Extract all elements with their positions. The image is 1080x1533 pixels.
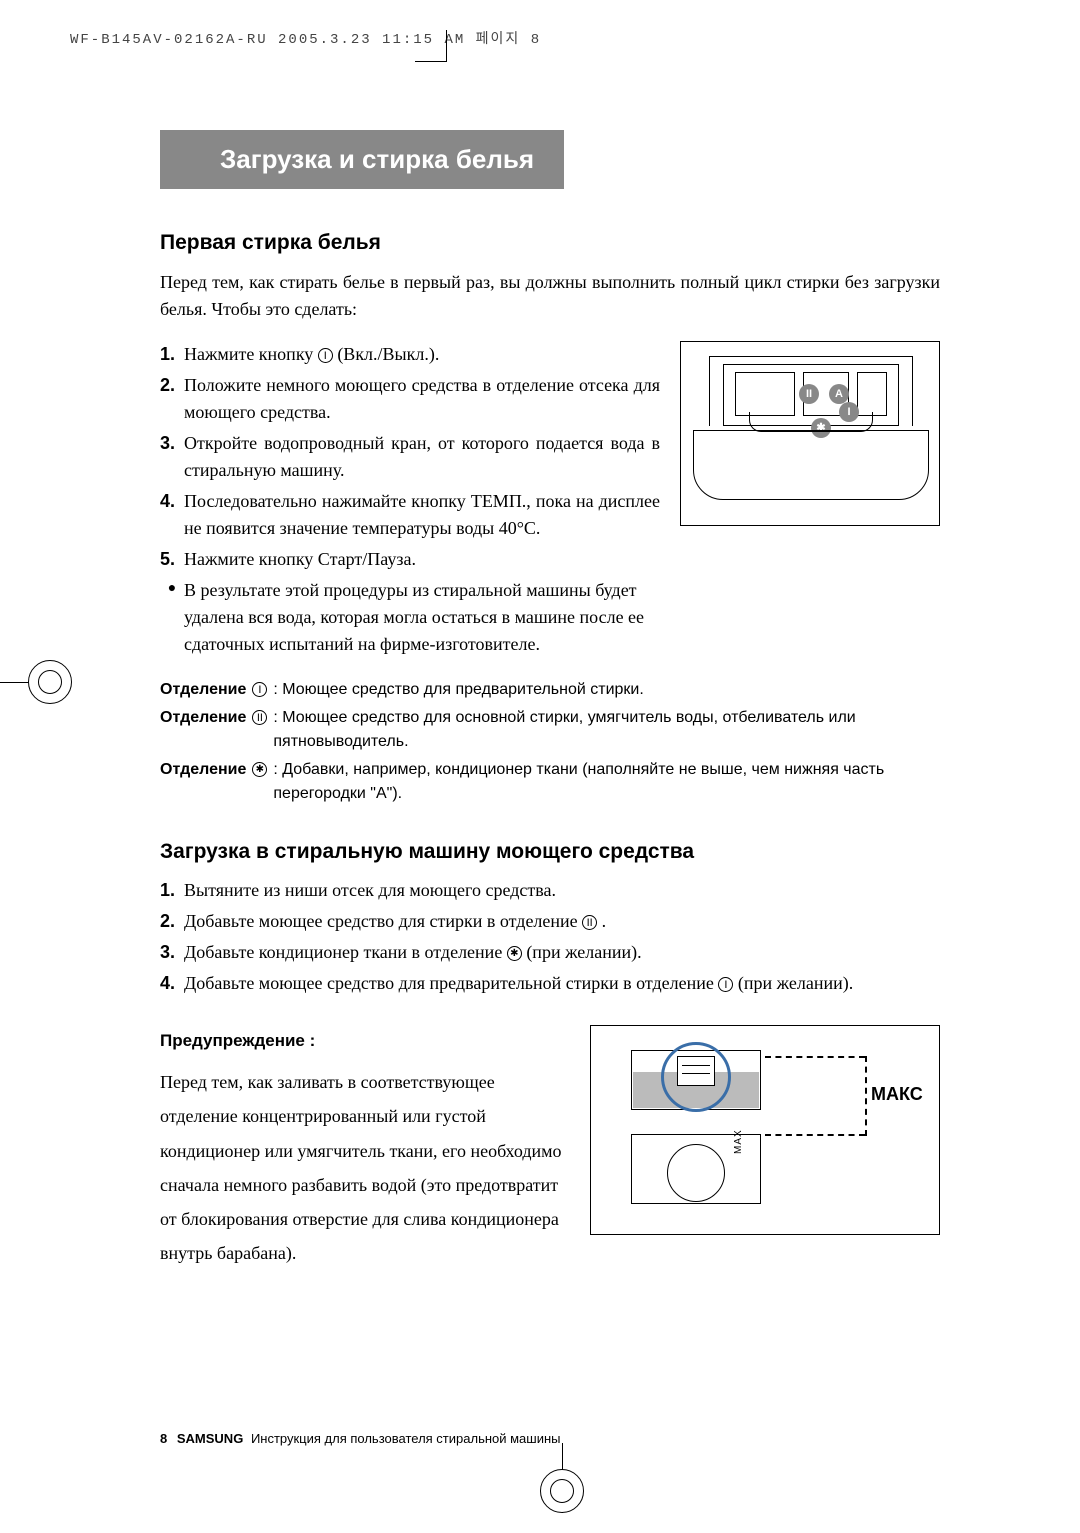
- warning-body: Перед тем, как заливать в соответствующе…: [160, 1065, 566, 1270]
- list-item: Отделение II : Моющее средство для основ…: [160, 706, 940, 754]
- list-item: 4. Последовательно нажимайте кнопку ТЕМП…: [160, 488, 660, 542]
- list-item: 5. Нажмите кнопку Старт/Пауза.: [160, 546, 660, 573]
- main-title: Загрузка и стирка белья: [160, 130, 564, 189]
- max-label: МАКС: [871, 1081, 923, 1108]
- list-item: 4. Добавьте моющее средство для предвари…: [160, 970, 940, 997]
- compartment-descriptions: Отделение I : Моющее средство для предва…: [160, 678, 940, 806]
- section1-bullet: ● В результате этой процедуры из стираль…: [160, 577, 660, 658]
- list-item: 2. Положите немного моющего средства в о…: [160, 372, 660, 426]
- crop-mark-top: [415, 30, 447, 62]
- warning-title: Предупреждение :: [160, 1025, 566, 1057]
- badge-a-icon: A: [829, 384, 849, 404]
- section1-intro: Перед тем, как стирать белье в первый ра…: [160, 269, 940, 323]
- list-item: Отделение ✱ : Добавки, например, кондици…: [160, 758, 940, 806]
- section2-steps: 1. Вытяните из ниши отсек для моющего ср…: [160, 877, 940, 997]
- page-footer: 8 SAMSUNG Инструкция для пользователя ст…: [160, 1429, 561, 1449]
- page-content: Загрузка и стирка белья Первая стирка бе…: [160, 130, 940, 1270]
- section1-heading: Первая стирка белья: [160, 227, 940, 259]
- list-item: 1. Вытяните из ниши отсек для моющего ср…: [160, 877, 940, 904]
- section2-heading: Загрузка в стиральную машину моющего сре…: [160, 836, 940, 868]
- list-item: Отделение I : Моющее средство для предва…: [160, 678, 940, 702]
- max-small-label: MAX: [731, 1129, 746, 1154]
- list-item: 1. Нажмите кнопку I (Вкл./Выкл.).: [160, 341, 660, 368]
- max-fill-diagram: MAX МАКС: [590, 1025, 940, 1235]
- section1-steps: 1. Нажмите кнопку I (Вкл./Выкл.). 2. Пол…: [160, 341, 660, 658]
- list-item: 2. Добавьте моющее средство для стирки в…: [160, 908, 940, 935]
- badge-ii-icon: II: [799, 384, 819, 404]
- page-header-stamp: WF-B145AV-02162A-RU 2005.3.23 11:15 AM 페…: [70, 30, 541, 51]
- list-item: 3. Добавьте кондиционер ткани в отделени…: [160, 939, 940, 966]
- list-item: 3. Откройте водопроводный кран, от котор…: [160, 430, 660, 484]
- detergent-drawer-diagram: II A I ✱: [680, 341, 940, 526]
- warning-block: Предупреждение : Перед тем, как заливать…: [160, 1025, 566, 1270]
